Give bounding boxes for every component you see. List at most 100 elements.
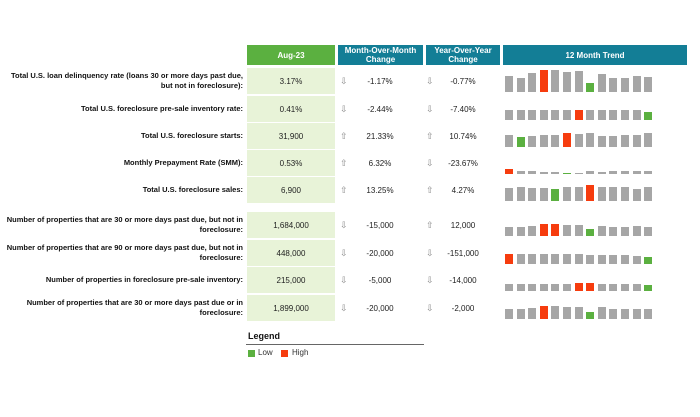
trend-bar (539, 109, 548, 120)
trend-bar (528, 253, 537, 264)
legend-title: Legend (248, 331, 281, 341)
row-label: Number of properties that are 30 or more… (6, 215, 243, 234)
trend-bar (632, 225, 641, 236)
trend-bar (539, 283, 548, 291)
trend-bar (621, 170, 629, 174)
trend-bar (551, 134, 560, 147)
legend-low-label: Low (258, 348, 273, 357)
yoy-change: -0.77% (450, 76, 476, 86)
trend-bar (621, 283, 629, 291)
table-row: Total U.S. loan delinquency rate (loans … (0, 68, 700, 94)
trend-bar (516, 170, 525, 174)
yoy-change: -151,000 (447, 248, 479, 258)
trend-bar (505, 308, 513, 319)
arrow-down-icon: ⇩ (426, 157, 434, 168)
trend-bar-high (586, 282, 595, 291)
trend-bar (586, 109, 595, 120)
mom-change: -15,000 (366, 220, 394, 230)
trend-bar-high (539, 70, 548, 92)
trend-bar (609, 170, 618, 174)
trend-bar (528, 225, 537, 236)
yoy-change: 10.74% (449, 131, 477, 141)
trend-bar (609, 109, 618, 120)
table-row: Number of properties that are 30 or more… (0, 212, 700, 238)
trend-bar-low (516, 136, 525, 147)
trend-bar (574, 225, 583, 236)
trend-bar (528, 136, 537, 147)
trend-bar (505, 135, 513, 147)
header-mom: Month-Over-Month Change (338, 45, 423, 65)
current-value: 6,900 (247, 177, 335, 203)
legend-high-label: High (292, 348, 309, 357)
trend-bar-low (586, 82, 595, 92)
trend-bar (621, 226, 629, 236)
current-value: 448,000 (247, 240, 335, 266)
row-label: Number of properties that are 30 or more… (26, 298, 243, 317)
trend-bar (597, 307, 606, 319)
legend-low-swatch (248, 350, 255, 357)
arrow-down-icon: ⇩ (340, 103, 348, 114)
mom-change: 13.25% (366, 185, 394, 195)
row-label: Monthly Prepayment Rate (SMM): (123, 158, 243, 167)
mom-change: -2.44% (367, 104, 393, 114)
table-row: Monthly Prepayment Rate (SMM): 0.53% ⇧ 6… (0, 150, 700, 176)
table-row: Total U.S. foreclosure starts: 31,900 ⇧ … (0, 123, 700, 149)
arrow-down-icon: ⇩ (426, 247, 434, 258)
table-row: Number of properties that are 30 or more… (0, 295, 700, 321)
yoy-change: 4.27% (451, 185, 475, 195)
trend-bar (516, 308, 525, 319)
arrow-down-icon: ⇩ (426, 103, 434, 114)
trend-bar (516, 187, 525, 201)
trend-bar (609, 283, 618, 291)
trend-bar (644, 308, 653, 319)
arrow-up-icon: ⇧ (426, 219, 434, 230)
trend-bar (574, 172, 583, 174)
trend-bar-high (505, 253, 513, 264)
trend-bar (551, 171, 560, 174)
trend-bar (597, 109, 606, 120)
trend-bar (574, 71, 583, 92)
trend-bar (609, 187, 618, 201)
trend-bar (597, 171, 606, 174)
trend-bar (516, 77, 525, 92)
trend-bar-low (644, 284, 653, 291)
trend-bar (539, 135, 548, 147)
trend-bar-high (539, 223, 548, 236)
arrow-down-icon: ⇩ (426, 75, 434, 86)
current-value: 0.41% (247, 96, 335, 122)
trend-bar (632, 135, 641, 147)
trend-bar (539, 253, 548, 264)
mom-change: -1.17% (367, 76, 393, 86)
yoy-change: -2,000 (451, 303, 475, 313)
current-value: 31,900 (247, 123, 335, 149)
trend-bar-high (586, 185, 595, 201)
trend-bar (644, 170, 653, 174)
yoy-change: -7.40% (450, 104, 476, 114)
trend-bar (551, 109, 560, 120)
trend-bar (563, 306, 571, 319)
trend-bar-high (563, 133, 571, 147)
row-label: Total U.S. foreclosure pre-sale inventor… (81, 104, 243, 113)
trend-bar (516, 109, 525, 120)
trend-bar (528, 188, 537, 201)
mom-change: 21.33% (366, 131, 394, 141)
current-value: 3.17% (247, 68, 335, 94)
trend-bar (609, 308, 618, 319)
trend-bar (609, 255, 618, 264)
trend-bar (516, 283, 525, 291)
trend-bar (621, 187, 629, 201)
trend-bar (621, 109, 629, 120)
trend-bar (609, 78, 618, 92)
trend-bar-low (644, 111, 653, 120)
trend-bar (597, 187, 606, 201)
legend-divider (246, 344, 424, 345)
trend-bar (632, 283, 641, 291)
trend-bar (516, 253, 525, 264)
trend-bar (574, 253, 583, 264)
trend-bar (563, 109, 571, 120)
trend-bar (621, 78, 629, 92)
trend-bar (551, 306, 560, 319)
trend-bar (609, 136, 618, 147)
yoy-change: -14,000 (449, 275, 477, 285)
trend-bar (644, 77, 653, 92)
